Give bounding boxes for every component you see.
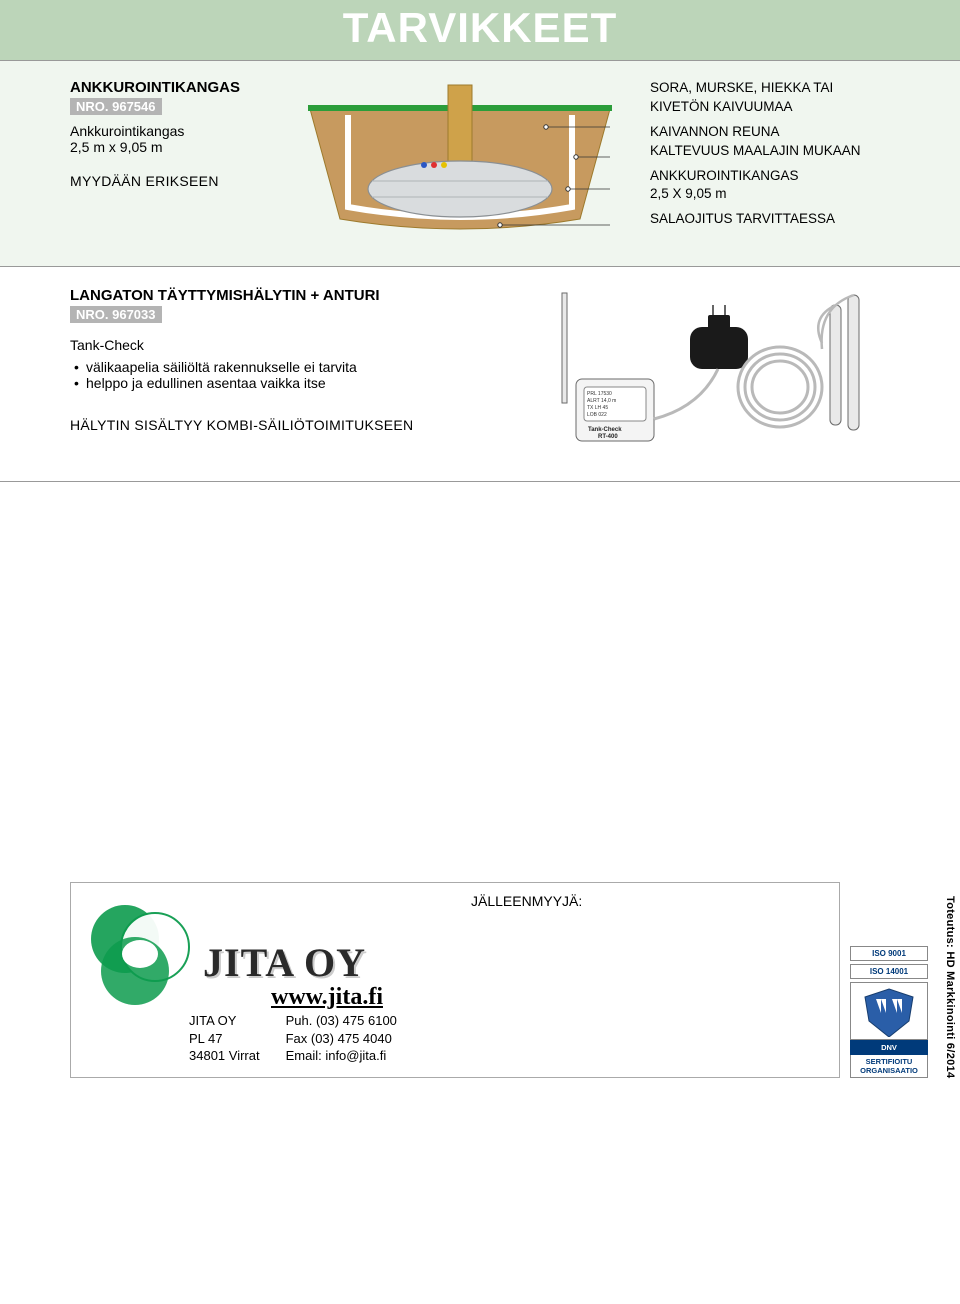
alarm-info: LANGATON TÄYTTYMISHÄLYTIN + ANTURI NRO. … (70, 287, 490, 457)
reseller-label: JÄLLEENMYYJÄ: (471, 893, 582, 909)
sold-separately: MYYDÄÄN ERIKSEEN (70, 173, 270, 189)
addr-l1: JITA OY (189, 1012, 260, 1030)
product-title: ANKKUROINTIKANGAS (70, 79, 270, 96)
page-header: TARVIKKEET (0, 0, 960, 60)
fax: Fax (03) 475 4040 (286, 1030, 397, 1048)
note-2: KAIVANNON REUNA KALTEVUUS MAALAJIN MUKAA… (650, 123, 890, 161)
note-4: SALAOJITUS TARVITTAESSA (650, 210, 890, 229)
note-2b: KALTEVUUS MAALAJIN MUKAAN (650, 143, 861, 158)
cert-org: ORGANISAATIO (851, 1066, 927, 1075)
diagram-notes: SORA, MURSKE, HIEKKA TAI KIVETÖN KAIVUUM… (650, 79, 890, 235)
svg-text:RT-400: RT-400 (598, 434, 618, 440)
website-link[interactable]: www.jita.fi (271, 984, 383, 1011)
alarm-diagram: PRL 17530 ALRT 14,0 m TX LH 45 LOB 022 T… (530, 287, 890, 457)
cert-dnv: DNV (850, 1040, 928, 1055)
note-1: SORA, MURSKE, HIEKKA TAI KIVETÖN KAIVUUM… (650, 79, 890, 117)
address: JITA OY PL 47 34801 Virrat (189, 1012, 260, 1065)
alarm-lead: Tank-Check (70, 337, 490, 353)
phone: Puh. (03) 475 6100 (286, 1012, 397, 1030)
screen-l3: TX LH 45 (587, 405, 608, 411)
cert-shield-icon (850, 982, 928, 1040)
spec-label: Ankkurointikangas (70, 123, 184, 139)
addr-l3: 34801 Virrat (189, 1047, 260, 1065)
footer-area: JÄLLEENMYYJÄ: JITA OY www.jita.fi JITA O… (0, 482, 960, 1088)
screen-l2: ALRT 14,0 m (587, 398, 616, 404)
note-3: ANKKUROINTIKANGAS 2,5 X 9,05 m (650, 167, 890, 205)
svg-text:Tank-Check: Tank-Check (588, 427, 622, 433)
jita-logo-text: JITA OY (203, 939, 366, 986)
product-info: ANKKUROINTIKANGAS NRO. 967546 Ankkuroint… (70, 79, 270, 189)
alarm-bullets: välikaapelia säiliöltä rakennukselle ei … (74, 359, 490, 391)
bullet-2: helppo ja edullinen asentaa vaikka itse (74, 375, 490, 391)
bullet-1: välikaapelia säiliöltä rakennukselle ei … (74, 359, 490, 375)
footer-box: JÄLLEENMYYJÄ: JITA OY www.jita.fi JITA O… (70, 882, 840, 1078)
jita-logo-icon (85, 899, 195, 1014)
note-1a: SORA, MURSKE, HIEKKA TAI (650, 80, 833, 95)
contact: Puh. (03) 475 6100 Fax (03) 475 4040 Ema… (286, 1012, 397, 1065)
cert-line: SERTIFIOITU (851, 1057, 927, 1066)
production-credit: Toteutus: HD Markkinointi 6/2014 (944, 896, 956, 1078)
cert-iso2: ISO 14001 (850, 964, 928, 979)
section-alarm: LANGATON TÄYTTYMISHÄLYTIN + ANTURI NRO. … (0, 267, 960, 482)
screen-l1: PRL 17530 (587, 391, 612, 397)
alarm-title: LANGATON TÄYTTYMISHÄLYTIN + ANTURI (70, 287, 490, 304)
cert-text: SERTIFIOITU ORGANISAATIO (850, 1055, 928, 1078)
note-3a: ANKKUROINTIKANGAS (650, 168, 799, 183)
cert-badge: ISO 9001 ISO 14001 DNV SERTIFIOITU ORGAN… (850, 946, 928, 1078)
product-nro: NRO. 967546 (70, 98, 162, 115)
screen-l4: LOB 022 (587, 412, 607, 418)
section-anchoring: ANKKUROINTIKANGAS NRO. 967546 Ankkuroint… (0, 60, 960, 267)
note-2a: KAIVANNON REUNA (650, 124, 780, 139)
alarm-nro: NRO. 967033 (70, 306, 162, 323)
company-contact: JITA OY PL 47 34801 Virrat Puh. (03) 475… (189, 1012, 397, 1065)
cert-iso1: ISO 9001 (850, 946, 928, 961)
spec-dim: 2,5 m x 9,05 m (70, 139, 163, 155)
product-spec: Ankkurointikangas 2,5 m x 9,05 m (70, 123, 270, 155)
page-title: TARVIKKEET (0, 4, 960, 52)
email: Email: info@jita.fi (286, 1047, 397, 1065)
note-3b: 2,5 X 9,05 m (650, 186, 727, 201)
alarm-included: HÄLYTIN SISÄLTYY KOMBI-SÄILIÖTOIMITUKSEE… (70, 417, 490, 433)
tank-cross-section-diagram (300, 79, 620, 244)
addr-l2: PL 47 (189, 1030, 260, 1048)
note-1b: KIVETÖN KAIVUUMAA (650, 99, 793, 114)
